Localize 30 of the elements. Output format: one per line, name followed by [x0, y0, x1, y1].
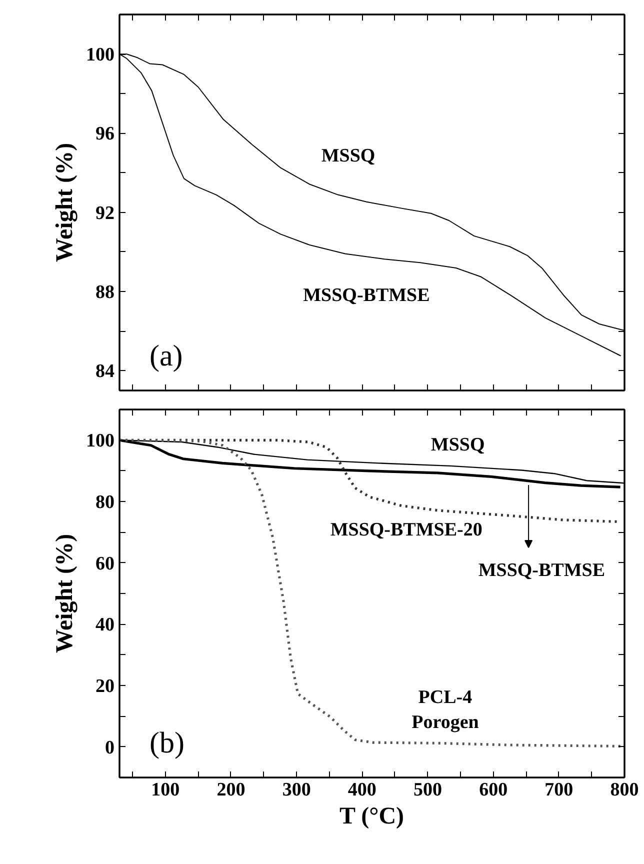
annotation: (b) — [150, 726, 184, 760]
y-tick-label: 80 — [96, 492, 114, 513]
y-tick-label: 92 — [96, 202, 114, 224]
annotation: MSSQ-BTMSE-20 — [330, 519, 482, 540]
annotation: (a) — [150, 340, 183, 372]
y-tick-label: 40 — [96, 614, 114, 636]
x-tick-label: 300 — [282, 780, 311, 800]
x-tick-label: 400 — [348, 780, 376, 800]
y-tick-label: 88 — [96, 282, 114, 304]
annotation: MSSQ — [321, 145, 376, 166]
x-tick-label: 800 — [610, 780, 639, 800]
y-tick-label: 20 — [96, 676, 114, 697]
annotation: PCL-4 Porogen — [412, 687, 480, 734]
y-tick-label: 100 — [86, 430, 114, 452]
x-axis-title: T (°C) — [340, 804, 404, 830]
annotation: MSSQ — [430, 434, 485, 456]
y-tick-label: 60 — [96, 553, 114, 574]
x-tick-label: 500 — [413, 780, 442, 800]
y-tick-label: 100 — [86, 44, 114, 66]
y-axis-title: Weight (%) — [52, 142, 78, 262]
y-axis-title: Weight (%) — [52, 534, 78, 654]
y-tick-label: 84 — [96, 361, 115, 382]
annotation: MSSQ-BTMSE — [478, 560, 606, 581]
x-tick-label: 200 — [216, 780, 246, 800]
y-tick-label: 0 — [105, 737, 114, 758]
y-tick-label: 96 — [96, 124, 114, 145]
x-tick-label: 700 — [544, 780, 574, 800]
x-tick-label: 100 — [151, 780, 180, 800]
annotation: MSSQ-BTMSE — [303, 284, 430, 306]
x-tick-label: 600 — [479, 780, 508, 800]
